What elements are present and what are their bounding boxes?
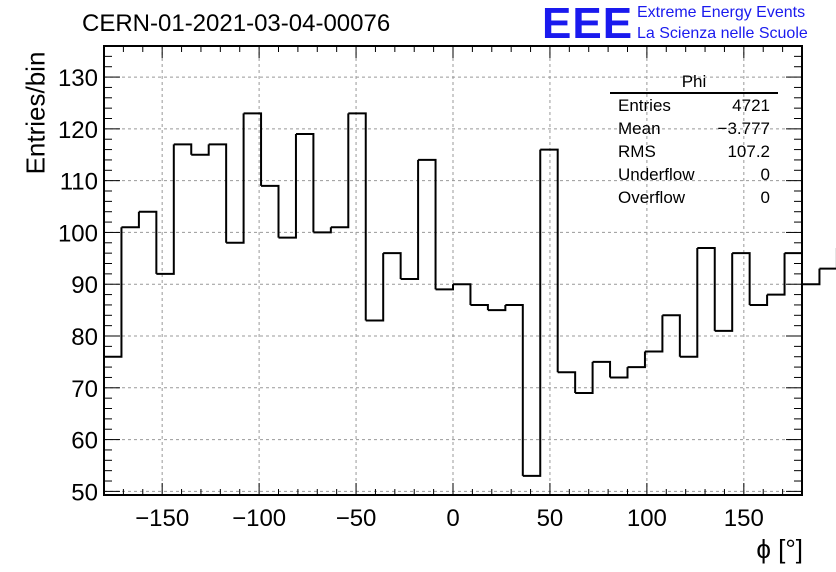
histogram-bin xyxy=(400,159,420,281)
histogram-bin xyxy=(138,210,158,274)
histogram-bin xyxy=(418,158,437,290)
y-tick-label: 70 xyxy=(71,376,98,403)
x-tick-label: 50 xyxy=(537,505,564,532)
x-tick-label: 100 xyxy=(627,505,667,532)
histogram-bin xyxy=(627,351,646,369)
histogram-bin xyxy=(714,253,734,332)
histogram-bin xyxy=(592,360,612,378)
histogram-bin xyxy=(278,134,297,239)
histogram-bin xyxy=(208,143,228,243)
stats-box-title: Phi xyxy=(610,72,778,94)
stats-value: 0 xyxy=(760,188,770,207)
histogram-bin xyxy=(226,113,245,244)
x-tick-label: −150 xyxy=(135,505,189,532)
histogram-bin xyxy=(487,304,507,312)
x-tick-label: −50 xyxy=(336,505,377,532)
chart-title: CERN-01-2021-03-04-00076 xyxy=(82,10,391,37)
stats-row-mean: Mean −3.777 xyxy=(610,117,778,140)
histogram-bin xyxy=(243,112,263,186)
histogram-bars xyxy=(104,112,836,477)
histogram-bin xyxy=(470,303,489,311)
histogram-bin xyxy=(121,211,140,229)
y-tick-label: 100 xyxy=(58,220,98,247)
stats-row-overflow: Overflow 0 xyxy=(610,186,778,209)
axis-ticks xyxy=(104,45,802,495)
x-tick-label: 0 xyxy=(446,505,459,532)
histogram-bin xyxy=(295,133,315,233)
histogram-bin xyxy=(191,144,210,156)
stats-value: 0 xyxy=(760,165,770,184)
x-tick-label: −100 xyxy=(232,505,286,532)
stats-box: Phi Entries 4721 Mean −3.777 RMS 107.2 U… xyxy=(610,72,778,209)
stats-value: −3.777 xyxy=(717,119,770,138)
histogram-bin xyxy=(173,143,193,155)
histogram-bin xyxy=(802,268,821,286)
histogram-bin xyxy=(365,253,385,322)
stats-label: Mean xyxy=(618,119,661,138)
histogram-bin xyxy=(522,149,542,477)
histogram-bin xyxy=(435,284,454,291)
histogram-bin xyxy=(330,113,350,229)
tick-labels: −150 −100 −50 0 50 100 150 50 60 70 80 90 100 110 120 1… xyxy=(58,65,764,532)
stats-label: RMS xyxy=(618,142,656,161)
y-tick-label: 130 xyxy=(58,65,98,92)
histogram-bin xyxy=(575,361,594,394)
stats-value: 107.2 xyxy=(727,142,770,161)
histogram-bin xyxy=(767,253,786,296)
y-tick-label: 60 xyxy=(71,428,98,455)
eee-logo: EEE xyxy=(542,0,634,48)
histogram-bin xyxy=(697,246,716,331)
stats-label: Entries xyxy=(618,96,671,115)
histogram-bin xyxy=(261,184,280,238)
histogram-bin xyxy=(557,371,577,393)
stats-row-rms: RMS 107.2 xyxy=(610,140,778,163)
logo-subtitle-2: La Scienza nelle Scuole xyxy=(637,25,808,42)
histogram-bin xyxy=(749,294,769,306)
stats-label: Overflow xyxy=(618,188,686,207)
histogram-bin xyxy=(540,148,559,373)
histogram-bin xyxy=(156,144,175,275)
histogram-bin xyxy=(505,303,524,476)
histogram-bin xyxy=(313,227,332,234)
y-axis-label: Entries/bin xyxy=(20,51,51,175)
histogram-bin xyxy=(104,227,123,358)
histogram-bin xyxy=(383,252,402,280)
stats-row-entries: Entries 4721 xyxy=(610,94,778,117)
histogram-bin xyxy=(819,247,836,270)
stats-value: 4721 xyxy=(732,96,770,115)
histogram-bin xyxy=(662,314,681,357)
histogram-bin xyxy=(679,247,699,358)
histogram-bin xyxy=(784,252,803,285)
x-tick-label: 150 xyxy=(724,505,764,532)
histogram-bin xyxy=(453,283,472,305)
histogram-bin xyxy=(348,112,367,321)
y-tick-label: 80 xyxy=(71,324,98,351)
histogram-bin xyxy=(610,367,629,379)
x-axis-label: ϕ [°] xyxy=(756,534,803,564)
y-tick-label: 110 xyxy=(60,169,98,196)
stats-label: Underflow xyxy=(618,165,695,184)
histogram-bin xyxy=(732,252,751,305)
y-tick-label: 120 xyxy=(58,117,98,144)
y-tick-label: 90 xyxy=(71,272,98,299)
histogram-bin xyxy=(644,315,664,353)
logo-subtitle-1: Extreme Energy Events xyxy=(637,4,806,21)
stats-row-underflow: Underflow 0 xyxy=(610,163,778,186)
y-tick-label: 50 xyxy=(71,479,98,506)
